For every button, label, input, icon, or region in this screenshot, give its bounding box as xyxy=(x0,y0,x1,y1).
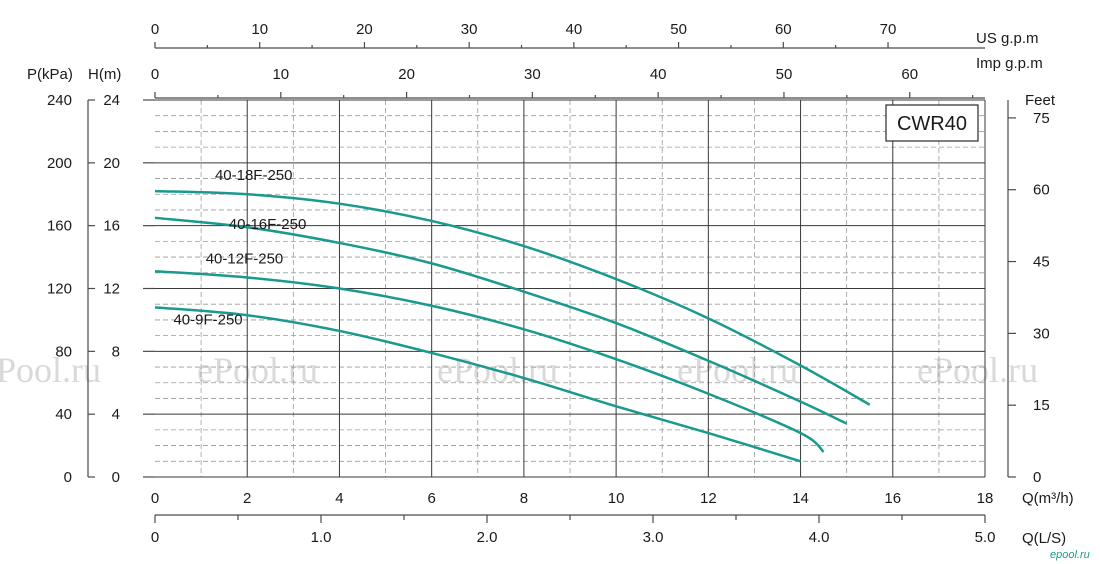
watermark-text: ePool.ru xyxy=(197,350,318,390)
imp-gpm-tick-label: 40 xyxy=(650,66,667,83)
curves xyxy=(154,189,871,463)
feet-axis-label: Feet xyxy=(1025,92,1056,109)
us-gpm-tick-label: 0 xyxy=(151,21,159,38)
flow-m3h-tick-label: 0 xyxy=(151,490,159,507)
feet-tick-label: 45 xyxy=(1033,254,1050,271)
logo: epool.ru xyxy=(1050,549,1090,561)
flow-m3h-tick-label: 8 xyxy=(520,490,528,507)
curve-40-18F-250 xyxy=(154,189,871,406)
curve-40-12F-250 xyxy=(154,269,825,453)
head-tick-label: 24 xyxy=(103,92,120,109)
us-gpm-tick-label: 40 xyxy=(566,21,583,38)
feet-tick-label: 15 xyxy=(1033,397,1050,414)
flow-ls-tick-label: 5.0 xyxy=(975,529,996,546)
head-tick-label: 8 xyxy=(112,343,120,360)
imp-gpm-tick-label: 50 xyxy=(776,66,793,83)
flow-ls-axis-label: Q(L/S) xyxy=(1022,530,1066,547)
head-tick-label: 16 xyxy=(103,218,120,235)
flow-ls-tick-label: 0 xyxy=(151,529,159,546)
flow-ls-tick-label: 4.0 xyxy=(809,529,830,546)
head-tick-label: 20 xyxy=(103,155,120,172)
us-gpm-tick-label: 70 xyxy=(880,21,897,38)
axes: 0408012016020024004812162024015304560750… xyxy=(47,21,1050,546)
imp-gpm-axis-label: Imp g.p.m xyxy=(976,55,1043,72)
pressure-tick-label: 0 xyxy=(64,469,72,486)
flow-ls-tick-label: 3.0 xyxy=(643,529,664,546)
flow-m3h-axis-label: Q(m³/h) xyxy=(1022,490,1074,507)
imp-gpm-tick-label: 20 xyxy=(398,66,415,83)
us-gpm-tick-label: 20 xyxy=(356,21,373,38)
us-gpm-tick-label: 50 xyxy=(670,21,687,38)
pressure-axis-label: P(kPa) xyxy=(27,66,73,83)
series-label-40-18F-250: 40-18F-250 xyxy=(215,167,293,184)
series-labels: 40-18F-250 40-16F-250 40-12F-250 40-9F-250 xyxy=(173,167,306,329)
model-frame xyxy=(885,104,979,142)
model-box: CWR40 xyxy=(885,104,979,142)
us-gpm-axis-label: US g.p.m xyxy=(976,30,1039,47)
feet-tick-label: 60 xyxy=(1033,182,1050,199)
imp-gpm-tick-label: 0 xyxy=(151,66,159,83)
flow-m3h-tick-label: 2 xyxy=(243,490,251,507)
flow-m3h-tick-label: 4 xyxy=(335,490,343,507)
flow-ls-tick-label: 1.0 xyxy=(311,529,332,546)
flow-m3h-tick-label: 10 xyxy=(608,490,625,507)
flow-m3h-tick-label: 16 xyxy=(884,490,901,507)
head-tick-label: 12 xyxy=(103,281,120,298)
series-label-40-16F-250: 40-16F-250 xyxy=(229,216,307,233)
pressure-tick-label: 200 xyxy=(47,155,72,172)
grid xyxy=(155,99,986,478)
flow-m3h-tick-label: 18 xyxy=(977,490,994,507)
curve-40-16F-250 xyxy=(154,216,848,425)
curve-40-9F-250 xyxy=(154,306,801,463)
head-tick-label: 4 xyxy=(112,406,120,423)
pressure-tick-label: 120 xyxy=(47,281,72,298)
watermark-text: ePool.ru xyxy=(0,350,101,390)
feet-tick-label: 75 xyxy=(1033,110,1050,127)
watermark-text: ePool.ru xyxy=(917,350,1038,390)
us-gpm-tick-label: 30 xyxy=(461,21,478,38)
flow-m3h-tick-label: 14 xyxy=(792,490,809,507)
feet-tick-label: 0 xyxy=(1033,469,1041,486)
us-gpm-tick-label: 10 xyxy=(251,21,268,38)
series-label-40-12F-250: 40-12F-250 xyxy=(206,250,284,267)
flow-ls-tick-label: 2.0 xyxy=(477,529,498,546)
imp-gpm-tick-label: 60 xyxy=(901,66,918,83)
flow-m3h-tick-label: 12 xyxy=(700,490,717,507)
series-label-40-9F-250: 40-9F-250 xyxy=(173,312,242,329)
pressure-tick-label: 160 xyxy=(47,218,72,235)
imp-gpm-tick-label: 10 xyxy=(272,66,289,83)
head-axis-label: H(m) xyxy=(88,66,121,83)
feet-tick-label: 30 xyxy=(1033,325,1050,342)
pressure-tick-label: 40 xyxy=(55,406,72,423)
us-gpm-tick-label: 60 xyxy=(775,21,792,38)
pressure-tick-label: 80 xyxy=(55,343,72,360)
head-tick-label: 0 xyxy=(112,469,120,486)
model-label: CWR40 xyxy=(897,113,967,135)
imp-gpm-tick-label: 30 xyxy=(524,66,541,83)
pressure-tick-label: 240 xyxy=(47,92,72,109)
flow-m3h-tick-label: 6 xyxy=(427,490,435,507)
